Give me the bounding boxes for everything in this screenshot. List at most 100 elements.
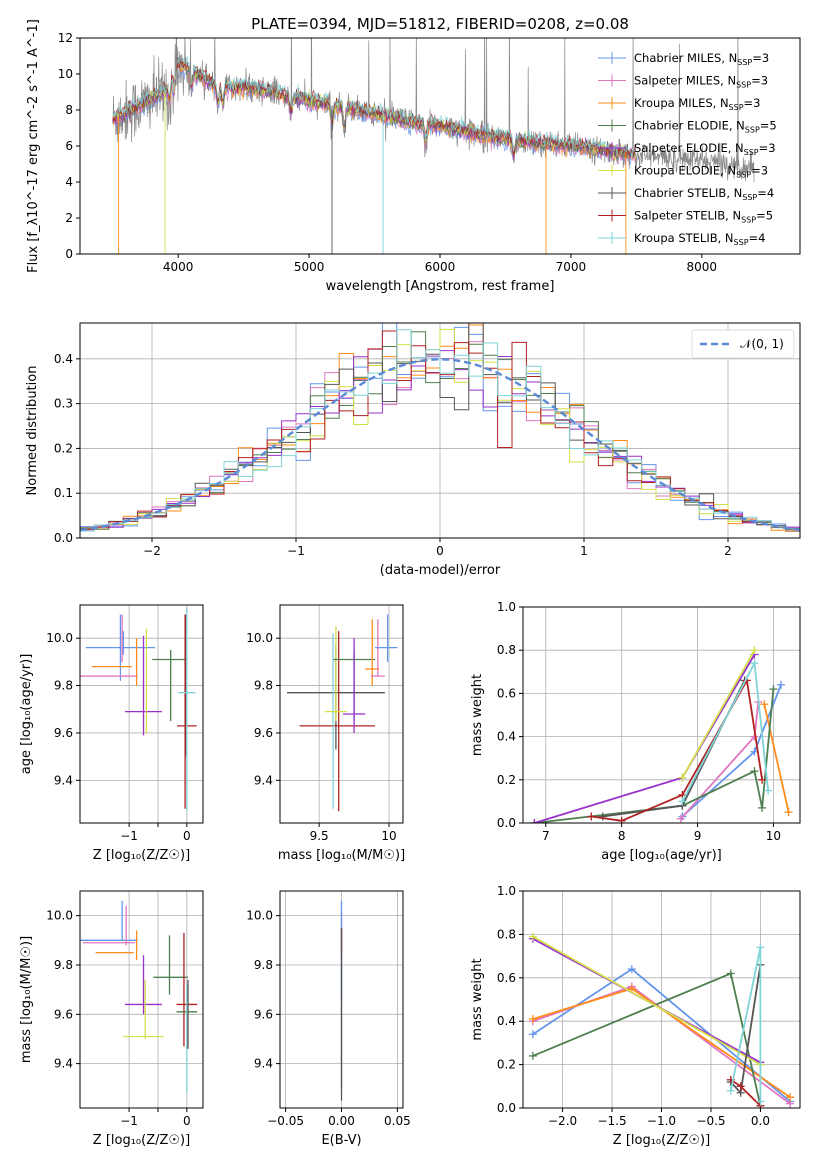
legend-label: Chabrier ELODIE, NSSP=5 bbox=[634, 119, 777, 135]
legend-label: Salpeter ELODIE, NSSP=3 bbox=[634, 141, 776, 157]
y-tick-label: 0.8 bbox=[497, 643, 516, 657]
legend-label-sub: SSP bbox=[745, 126, 760, 135]
x-tick-label: −2.0 bbox=[548, 1114, 577, 1128]
series-kroupa_elodie bbox=[678, 646, 759, 782]
legend-label-main: Salpeter STELIB, N bbox=[634, 209, 741, 223]
legend-label-suffix: =5 bbox=[756, 209, 773, 223]
legend-label-main: Chabrier ELODIE, N bbox=[634, 119, 745, 133]
legend-label-suffix: =5 bbox=[760, 119, 777, 133]
y-tick-label: 0.4 bbox=[497, 1014, 516, 1028]
y-tick-label: 9.8 bbox=[254, 679, 273, 693]
legend-label-suffix: =3 bbox=[759, 141, 776, 155]
legend: 𝒩(0, 1) bbox=[691, 329, 795, 359]
axes-frame bbox=[279, 604, 404, 824]
x-axis-label: Z [log₁₀(Z/Z☉)] bbox=[93, 848, 190, 863]
legend-label-suffix: =3 bbox=[744, 96, 761, 110]
y-tick-label: 9.4 bbox=[254, 1057, 273, 1071]
y-axis-label: age [log₁₀(age/yr)] bbox=[19, 654, 34, 775]
x-tick-label: 0 bbox=[436, 544, 444, 558]
y-tick-label: 0.0 bbox=[497, 1101, 516, 1115]
legend-label-sub: SSP bbox=[737, 58, 752, 67]
series-kroupa_elodie bbox=[528, 932, 765, 1069]
y-tick-label: 12 bbox=[58, 31, 73, 45]
legend-label: Salpeter MILES, NSSP=3 bbox=[634, 74, 768, 90]
x-tick-label: 0.05 bbox=[384, 1114, 411, 1128]
gaussian-curve bbox=[80, 358, 800, 532]
legend-label-main: Chabrier STELIB, N bbox=[634, 186, 742, 200]
legend-label: Kroupa STELIB, NSSP=4 bbox=[634, 231, 765, 247]
legend-label-suffix: =3 bbox=[752, 51, 769, 65]
y-tick-label: 0.2 bbox=[54, 441, 73, 455]
y-tick-label: 0.4 bbox=[497, 730, 516, 744]
panel-age-vs-mass: 9.5 10 9.4 9.6 9.8 10.0 mass [log₁₀(M/M☉)] bbox=[246, 604, 405, 863]
legend-label: Salpeter STELIB, NSSP=5 bbox=[634, 209, 773, 225]
legend-label-sub: SSP bbox=[742, 193, 757, 202]
legend-label-suffix: =3 bbox=[751, 164, 768, 178]
plot-area bbox=[280, 605, 403, 823]
x-axis-label: wavelength [Angstrom, rest frame] bbox=[326, 279, 555, 294]
x-tick-label: 8000 bbox=[687, 260, 718, 274]
x-tick-label: 0 bbox=[183, 829, 191, 843]
y-tick-label: 10.0 bbox=[246, 631, 273, 645]
panel-spectrum: Chabrier MILES, NSSP=3 Salpeter MILES, NS… bbox=[26, 19, 801, 294]
y-tick-label: 9.6 bbox=[254, 726, 273, 740]
y-tick-label: 0.2 bbox=[497, 1058, 516, 1072]
series-line bbox=[681, 649, 756, 779]
series-chabrier_elodie bbox=[530, 685, 778, 823]
y-tick-label: 8 bbox=[65, 103, 73, 117]
legend-label-sub: SSP bbox=[734, 238, 749, 247]
model-spectrum-kroupa_stelib bbox=[112, 56, 637, 158]
panel-mass-weight-vs-metallicity: −2.0 −1.5 −1.0 −0.5 0.0 0.0 0.2 0.4 0.6 0.8 1.0 Z [… bbox=[470, 884, 801, 1148]
x-tick-label: 7 bbox=[542, 829, 550, 843]
y-tick-label: 1.0 bbox=[497, 884, 516, 898]
series-salpeter_elodie bbox=[530, 650, 759, 823]
legend-label-main: Kroupa MILES, N bbox=[634, 96, 729, 110]
legend-label-main: Kroupa ELODIE, N bbox=[634, 164, 736, 178]
legend-label-sub: SSP bbox=[736, 81, 751, 90]
y-tick-label: 6 bbox=[65, 139, 73, 153]
y-axis-label: Flux [f_λ10^-17 erg cm^-2 s^-1 A^-1] bbox=[26, 19, 41, 273]
x-tick-label: 8 bbox=[618, 829, 626, 843]
legend-box bbox=[691, 329, 795, 359]
series-line bbox=[534, 654, 756, 823]
plot-area bbox=[523, 607, 800, 823]
y-tick-label: 9.6 bbox=[54, 1007, 73, 1021]
y-tick-label: 9.4 bbox=[54, 773, 73, 787]
x-tick-label: 6000 bbox=[425, 260, 456, 274]
y-tick-label: 4 bbox=[65, 175, 73, 189]
x-axis-label: mass [log₁₀(M/M☉)] bbox=[278, 848, 405, 863]
x-tick-label: 5000 bbox=[294, 260, 325, 274]
y-tick-label: 0 bbox=[65, 247, 73, 261]
y-tick-label: 9.8 bbox=[54, 958, 73, 972]
y-tick-label: 0.3 bbox=[54, 397, 73, 411]
legend-label: Chabrier STELIB, NSSP=4 bbox=[634, 186, 774, 202]
x-tick-label: −1 bbox=[287, 544, 305, 558]
y-tick-label: 1.0 bbox=[497, 600, 516, 614]
legend-label-sub: SSP bbox=[741, 216, 756, 225]
plot-area bbox=[80, 323, 800, 538]
plot-area bbox=[280, 891, 403, 1108]
y-tick-label: 0.2 bbox=[497, 773, 516, 787]
x-tick-label: −1.5 bbox=[597, 1114, 626, 1128]
y-tick-label: 0.0 bbox=[54, 531, 73, 545]
y-axis-label: mass [log₁₀(M/M☉)] bbox=[19, 936, 34, 1063]
legend: Chabrier MILES, NSSP=3 Salpeter MILES, NS… bbox=[598, 51, 777, 247]
plot-area bbox=[80, 891, 203, 1108]
y-tick-label: 0.0 bbox=[497, 816, 516, 830]
y-tick-label: 10.0 bbox=[46, 631, 73, 645]
y-tick-label: 10.0 bbox=[246, 909, 273, 923]
series-line bbox=[591, 677, 763, 822]
x-tick-label: 9 bbox=[694, 829, 702, 843]
legend-label: Chabrier MILES, NSSP=3 bbox=[634, 51, 769, 67]
legend-label: 𝒩(0, 1) bbox=[740, 337, 784, 351]
series-salpeter_miles bbox=[676, 698, 763, 823]
x-tick-label: 9.5 bbox=[310, 829, 329, 843]
x-tick-label: 10 bbox=[381, 829, 396, 843]
panel-mass-weight-vs-age: 7 8 9 10 0.0 0.2 0.4 0.6 0.8 1.0 age [log₁₀(age/yr… bbox=[470, 600, 801, 863]
y-tick-label: 9.6 bbox=[254, 1007, 273, 1021]
series-line bbox=[532, 972, 762, 1106]
series-line bbox=[763, 704, 790, 813]
x-tick-label: −1.0 bbox=[647, 1114, 676, 1128]
plot-area bbox=[523, 891, 800, 1108]
